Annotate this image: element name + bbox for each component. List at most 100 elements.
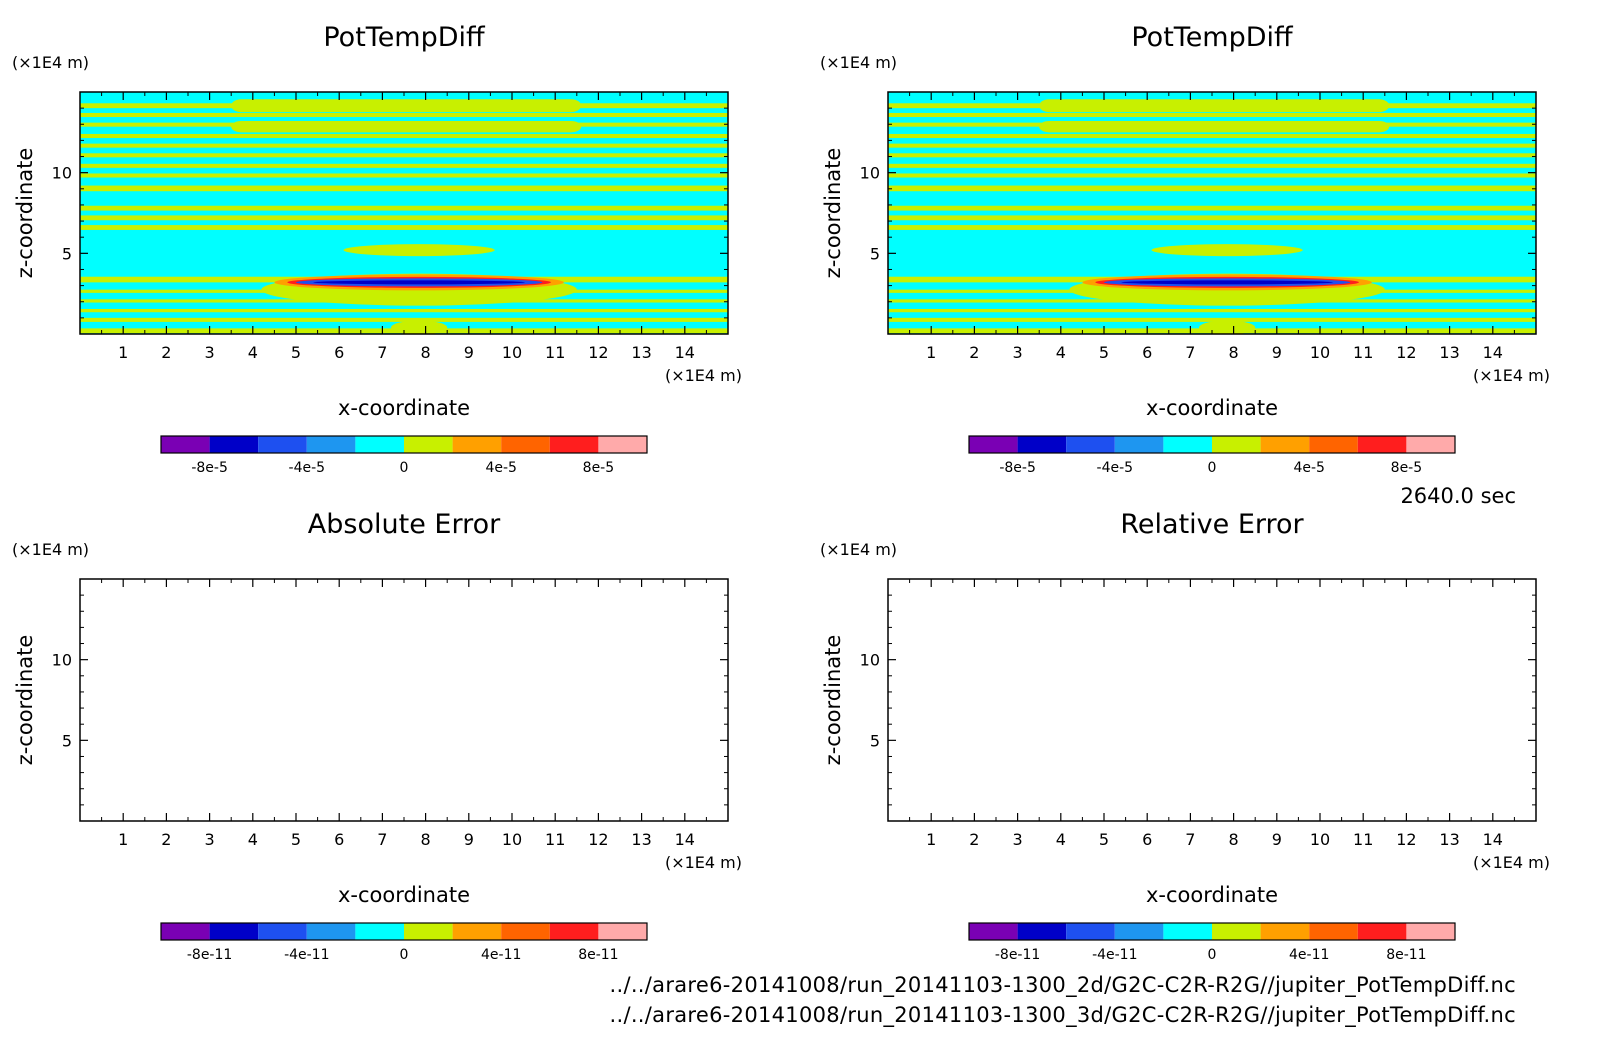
y-unit-label: (×1E4 m) (12, 540, 89, 559)
contour-band (80, 205, 728, 211)
contour-band (888, 143, 1536, 148)
chart-title: Relative Error (1120, 509, 1304, 540)
colorbar-swatch (598, 923, 647, 940)
colorbar-tick-label: 0 (400, 947, 409, 963)
colorbar-swatch (1066, 436, 1115, 453)
x-axis-label: x-coordinate (338, 883, 470, 907)
colorbar-swatch (452, 923, 502, 940)
colorbar-tick-label: 0 (1208, 947, 1217, 963)
x-tick-label: 2 (969, 343, 979, 362)
colorbar-tick-label: -8e-11 (995, 947, 1040, 963)
colorbar-tick-label: -8e-5 (999, 460, 1036, 476)
x-axis-label: x-coordinate (1146, 396, 1278, 420)
x-tick-label: 2 (161, 830, 171, 849)
colorbar-swatch (1114, 923, 1164, 940)
x-tick-label: 5 (1099, 830, 1109, 849)
colorbar-swatch (1260, 923, 1310, 940)
colorbar-tick-label: 4e-11 (1289, 947, 1329, 963)
contour-band (80, 308, 728, 313)
colorbar-tick-label: 8e-5 (583, 460, 614, 476)
contour-band (80, 173, 728, 178)
x-tick-label: 4 (1056, 830, 1066, 849)
x-tick-label: 11 (545, 830, 565, 849)
colorbar-tick-label: 4e-5 (485, 460, 516, 476)
y-tick-label: 10 (52, 651, 72, 670)
x-tick-label: 7 (377, 830, 387, 849)
x-tick-label: 12 (1396, 830, 1416, 849)
contour-field (888, 92, 1536, 334)
contour-band (80, 185, 728, 192)
colorbar-swatch (1163, 923, 1212, 940)
contour-band (888, 317, 1536, 322)
colorbar-tick-label: 4e-11 (481, 947, 521, 963)
x-tick-label: 6 (334, 830, 344, 849)
colorbar-swatch (209, 923, 259, 940)
anomaly-base (391, 320, 448, 334)
contour-band (888, 173, 1536, 178)
x-tick-label: 10 (1310, 830, 1330, 849)
y-unit-label: (×1E4 m) (820, 53, 897, 72)
x-tick-label: 7 (1185, 343, 1195, 362)
x-unit-label: (×1E4 m) (1473, 853, 1550, 872)
contour-band (888, 163, 1536, 168)
contour-band (80, 225, 728, 230)
x-tick-label: 1 (926, 343, 936, 362)
y-unit-label: (×1E4 m) (820, 540, 897, 559)
x-tick-label: 11 (1353, 343, 1373, 362)
x-tick-label: 6 (1142, 830, 1152, 849)
colorbar-swatch (355, 923, 404, 940)
contour-band-bulge (1039, 99, 1390, 113)
x-axis-label: x-coordinate (1146, 883, 1278, 907)
x-tick-label: 13 (1439, 830, 1459, 849)
x-tick-label: 5 (1099, 343, 1109, 362)
chart-bottom-right: Relative Error(×1E4 m)1 2 3 4 5 6 7 8 9 10 11 12 13 1… (820, 509, 1550, 963)
x-tick-label: 12 (1396, 343, 1416, 362)
colorbar-frame (160, 922, 648, 941)
colorbar-swatch (1163, 436, 1212, 453)
colorbar: -8e-5 -4e-5 0 4e-5 8e-5 (160, 435, 648, 476)
contour-band (888, 133, 1536, 138)
colorbar-swatch (1017, 436, 1067, 453)
colorbar-swatch (209, 436, 259, 453)
x-tick-label: 9 (1272, 830, 1282, 849)
x-tick-label: 5 (291, 830, 301, 849)
colorbar-swatch (969, 923, 1018, 940)
x-tick-label: 8 (421, 343, 431, 362)
colorbar-swatch (355, 436, 404, 453)
x-tick-label: 4 (1056, 343, 1066, 362)
colorbar-tick-label: -8e-5 (191, 460, 228, 476)
colorbar: -8e-11 -4e-11 0 4e-11 8e-11 (160, 922, 648, 963)
y-tick-label: 5 (870, 244, 880, 263)
anomaly-base (1199, 320, 1256, 334)
y-axis-label: z-coordinate (821, 635, 845, 766)
contour-band (80, 112, 728, 118)
chart-title: PotTempDiff (323, 22, 486, 53)
x-unit-label: (×1E4 m) (1473, 366, 1550, 385)
x-tick-label: 3 (205, 830, 215, 849)
x-tick-label: 1 (926, 830, 936, 849)
colorbar-swatch (501, 923, 550, 940)
x-tick-label: 2 (969, 830, 979, 849)
chart-bottom-left: Absolute Error(×1E4 m)1 2 3 4 5 6 7 8 9 10 11 12 13 1… (12, 509, 742, 963)
colorbar-frame (968, 435, 1456, 454)
x-tick-label: 12 (588, 343, 608, 362)
colorbar-swatch (598, 436, 647, 453)
contour-band (888, 185, 1536, 192)
anomaly-core (1121, 280, 1333, 285)
colorbar-swatch (1309, 436, 1358, 453)
colorbar-swatch (1406, 923, 1455, 940)
x-tick-label: 4 (248, 830, 258, 849)
colorbar-swatch (1066, 923, 1115, 940)
contour-band-bulge (231, 99, 582, 113)
x-axis-label: x-coordinate (338, 396, 470, 420)
x-tick-label: 10 (502, 830, 522, 849)
colorbar-tick-label: 8e-5 (1391, 460, 1422, 476)
colorbar-swatch (1406, 436, 1455, 453)
colorbar-swatch (1114, 436, 1164, 453)
colorbar-tick-label: 0 (1208, 460, 1217, 476)
colorbar-swatch (969, 436, 1018, 453)
x-tick-label: 11 (545, 343, 565, 362)
contour-band (80, 317, 728, 322)
colorbar-swatch (1212, 923, 1261, 940)
